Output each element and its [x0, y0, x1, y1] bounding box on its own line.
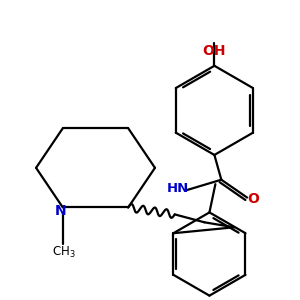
Text: N: N: [55, 204, 66, 218]
Text: CH$_3$: CH$_3$: [52, 245, 76, 260]
Text: O: O: [247, 192, 259, 206]
Text: HN: HN: [167, 182, 189, 195]
Text: OH: OH: [202, 44, 226, 58]
